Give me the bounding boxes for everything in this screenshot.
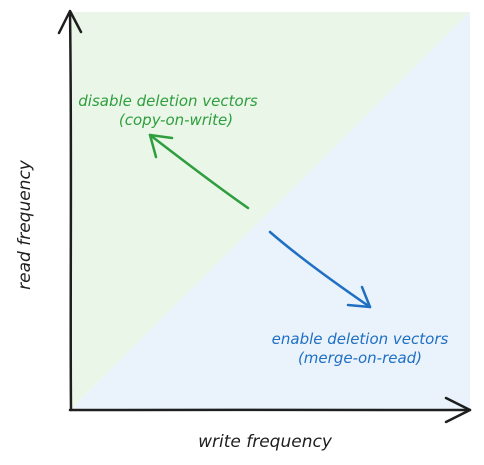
x-axis-label: write frequency (198, 432, 333, 452)
merge-on-read-arrow (268, 230, 372, 309)
merge-on-read-label-line1: enable deletion vectors (272, 330, 449, 348)
copy-on-write-arrow (148, 133, 250, 210)
copy-on-write-label-line2: (copy-on-write) (119, 111, 233, 129)
x-axis (68, 396, 472, 424)
y-axis (57, 9, 83, 412)
merge-on-read-region (70, 12, 470, 410)
y-axis-label: read frequency (15, 159, 35, 290)
merge-on-read-label-line2: (merge-on-read) (298, 349, 422, 367)
copy-on-write-label-line1: disable deletion vectors (78, 92, 258, 110)
